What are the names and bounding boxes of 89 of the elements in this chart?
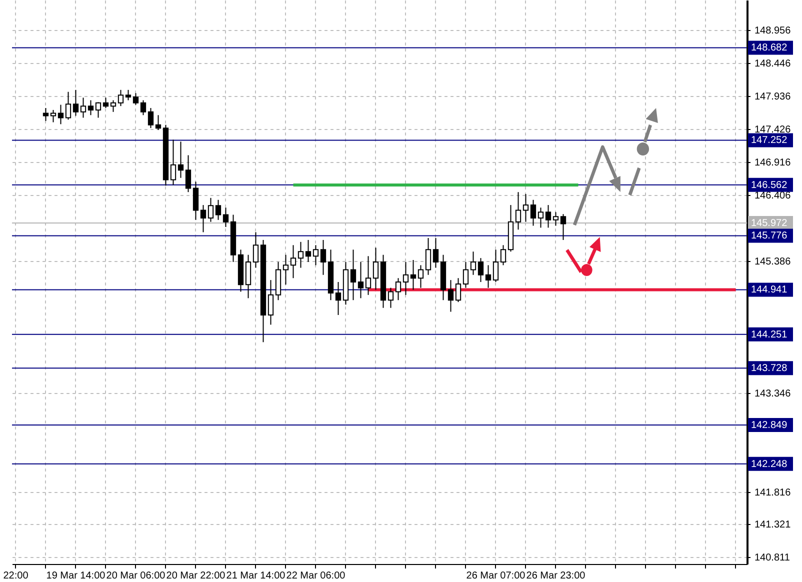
candlestick bbox=[95, 102, 102, 118]
y-tick-label: 140.811 bbox=[754, 552, 790, 564]
candlestick bbox=[418, 264, 424, 288]
candlestick bbox=[485, 264, 492, 288]
ref-line-label: 147.252 bbox=[751, 135, 788, 146]
candlestick bbox=[545, 204, 552, 228]
candlestick bbox=[552, 212, 559, 226]
x-tick-label: 22:00 bbox=[3, 570, 29, 582]
candlestick bbox=[425, 238, 432, 276]
candlestick bbox=[102, 97, 109, 109]
candlestick bbox=[365, 256, 372, 296]
y-tick-label: 141.321 bbox=[754, 519, 792, 530]
candlestick bbox=[358, 261, 364, 299]
candlestick bbox=[432, 238, 439, 268]
y-tick-label: 143.346 bbox=[754, 388, 792, 400]
candlestick bbox=[448, 280, 454, 312]
x-tick-label: 22 Mar 06:00 bbox=[286, 570, 346, 582]
x-tick-label: 20 Mar 06:00 bbox=[106, 570, 166, 582]
candlestick bbox=[388, 287, 394, 308]
y-tick-label: 146.916 bbox=[754, 157, 792, 168]
x-tick-label: 20 Mar 22:00 bbox=[166, 570, 226, 582]
candlestick bbox=[372, 247, 379, 290]
candlestick bbox=[500, 244, 506, 266]
y-tick-label: 146.406 bbox=[754, 190, 792, 202]
candlestick bbox=[178, 141, 184, 178]
candlestick bbox=[290, 244, 296, 279]
candlestick bbox=[395, 278, 402, 301]
y-tick-label: 148.446 bbox=[754, 58, 792, 70]
candlestick bbox=[42, 108, 49, 122]
candlestick bbox=[462, 261, 469, 288]
candlestick bbox=[350, 249, 356, 301]
y-tick-label: 141.816 bbox=[754, 487, 792, 498]
ref-line-label: 148.682 bbox=[751, 42, 788, 54]
candlestick bbox=[110, 100, 116, 112]
candlestick bbox=[312, 244, 319, 266]
x-tick-label: 19 Mar 14:00 bbox=[46, 570, 106, 582]
candlestick bbox=[402, 261, 409, 296]
candlestick bbox=[530, 199, 536, 226]
ref-line-label: 146.562 bbox=[751, 180, 788, 191]
candlestick bbox=[208, 197, 214, 222]
ref-line-label: 144.941 bbox=[751, 284, 788, 296]
candlestick bbox=[215, 199, 222, 220]
ref-line-label: 145.972 bbox=[751, 218, 788, 230]
candlestick bbox=[335, 282, 342, 316]
candlestick bbox=[282, 254, 289, 286]
ref-line-label: 142.849 bbox=[751, 420, 788, 432]
x-tick-label: 21 Mar 14:00 bbox=[226, 570, 286, 582]
candlestick bbox=[170, 139, 176, 186]
candlestick bbox=[155, 114, 162, 131]
candlestick bbox=[245, 254, 252, 299]
ref-line-label: 144.251 bbox=[751, 329, 788, 340]
candlestick bbox=[410, 260, 416, 290]
candlestick bbox=[455, 278, 462, 303]
candlestick bbox=[88, 100, 94, 116]
candlestick bbox=[252, 232, 259, 268]
candlestick bbox=[470, 251, 476, 276]
candlestick bbox=[268, 280, 274, 326]
candlestick bbox=[118, 89, 124, 107]
candlestick bbox=[185, 154, 192, 193]
candlestick bbox=[148, 108, 154, 129]
candlestick bbox=[560, 214, 566, 240]
candlestick bbox=[305, 239, 312, 262]
candlestick bbox=[538, 207, 544, 228]
candlestick bbox=[80, 97, 86, 118]
y-tick-label: 147.426 bbox=[754, 124, 792, 136]
candlestick bbox=[298, 241, 304, 268]
ref-line-label: 145.776 bbox=[751, 230, 788, 242]
candlestick bbox=[515, 192, 522, 230]
candlestick bbox=[50, 109, 56, 123]
candlestick bbox=[132, 92, 139, 106]
candlestick bbox=[58, 104, 64, 125]
candlestick bbox=[522, 194, 529, 222]
candlestick bbox=[65, 91, 72, 120]
y-tick-label: 148.956 bbox=[754, 26, 792, 37]
y-tick-label: 145.386 bbox=[754, 256, 792, 268]
candlestick bbox=[140, 100, 146, 116]
candlestick bbox=[478, 258, 484, 282]
ref-line-label: 143.728 bbox=[751, 363, 788, 374]
candlestick bbox=[72, 89, 79, 116]
candlestick bbox=[492, 249, 499, 282]
candlestick bbox=[192, 181, 199, 220]
candlestick bbox=[222, 207, 229, 228]
x-tick-label: 26 Mar 07:00 bbox=[466, 570, 526, 582]
candlestick bbox=[320, 239, 326, 276]
x-tick-label: 26 Mar 23:00 bbox=[526, 570, 586, 582]
ref-line-label: 142.248 bbox=[751, 458, 788, 470]
y-tick-label: 147.936 bbox=[754, 91, 792, 102]
candlestick bbox=[125, 89, 132, 101]
candlestick bbox=[200, 204, 206, 233]
